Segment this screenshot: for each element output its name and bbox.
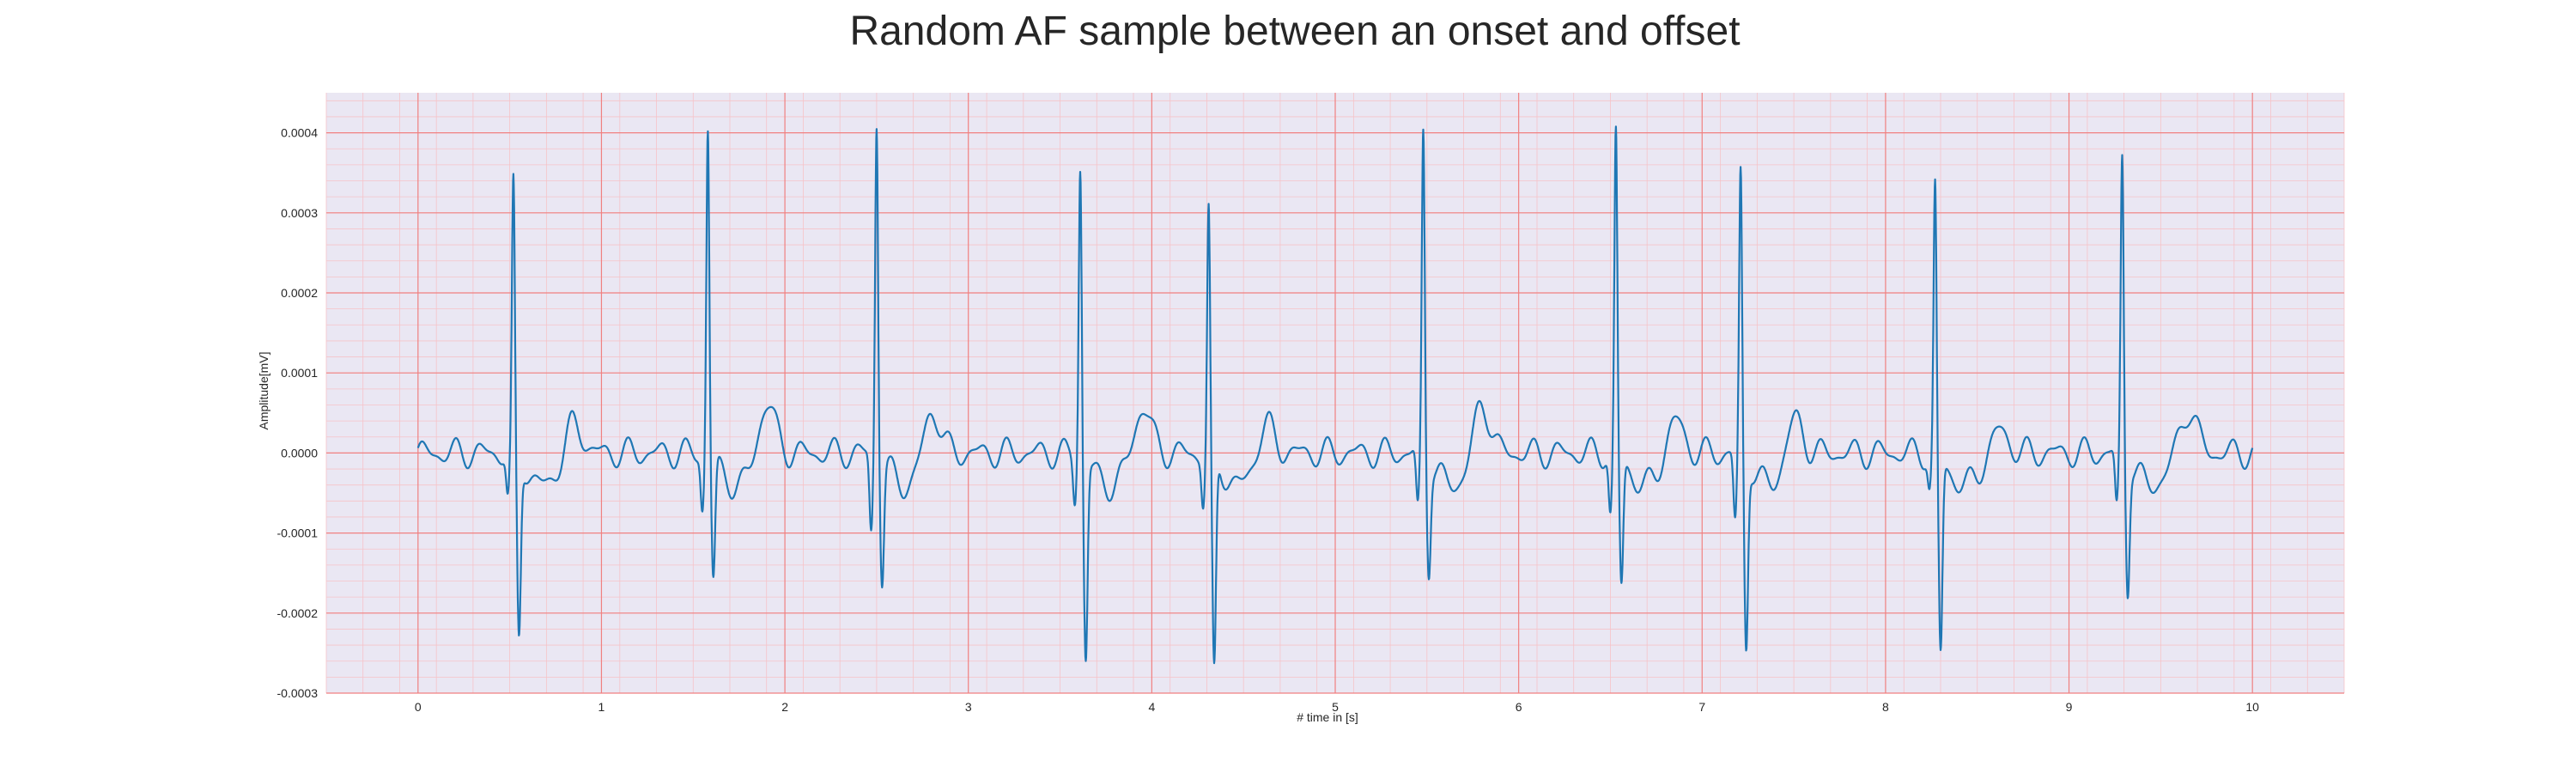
x-tick-label: 8	[1882, 700, 1889, 714]
y-tick-label: -0.0001	[277, 526, 319, 540]
x-tick-label: 6	[1516, 700, 1522, 714]
y-tick-label: 0.0001	[281, 366, 318, 380]
y-tick-label: -0.0002	[277, 606, 319, 620]
x-tick-label: 2	[781, 700, 788, 714]
ecg-signal-line	[416, 125, 2254, 665]
y-tick-label: 0.0004	[281, 126, 318, 140]
x-tick-label: 4	[1148, 700, 1155, 714]
y-tick-label: 0.0000	[281, 446, 318, 460]
x-tick-label: 1	[598, 700, 605, 714]
x-tick-label: 10	[2245, 700, 2259, 714]
y-axis-ticks: -0.0003 -0.0002 -0.0001 0.0000 0.0001 0.0002 0…	[277, 126, 319, 700]
chart-title: Random AF sample between an onset and of…	[849, 9, 1740, 54]
x-tick-label: 5	[1332, 700, 1339, 714]
x-tick-label: 3	[965, 700, 972, 714]
x-tick-label: 9	[2066, 700, 2073, 714]
x-tick-label: 0	[415, 700, 422, 714]
y-tick-label: 0.0002	[281, 286, 318, 300]
x-axis-label: # time in [s]	[1297, 710, 1358, 724]
major-grid	[326, 93, 2344, 694]
y-tick-label: 0.0003	[281, 206, 318, 220]
x-tick-label: 7	[1698, 700, 1705, 714]
y-axis-label: Amplitude[mV]	[257, 351, 270, 429]
x-axis-ticks: 0 1 2 3 4 5 6 7 8 9 10	[415, 700, 2259, 714]
y-tick-label: -0.0003	[277, 686, 319, 700]
